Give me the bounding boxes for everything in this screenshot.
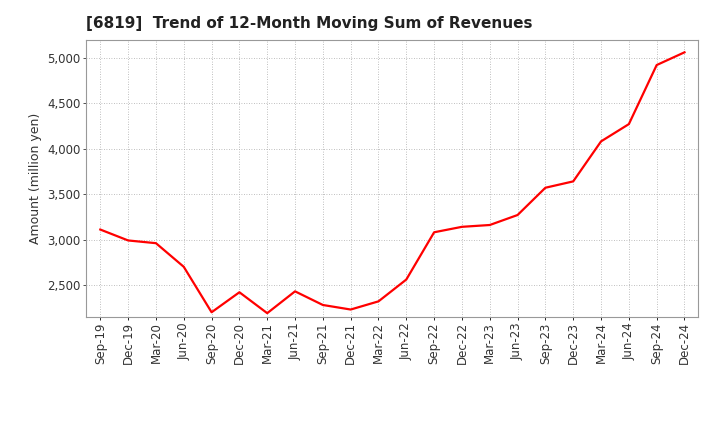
Y-axis label: Amount (million yen): Amount (million yen) — [29, 113, 42, 244]
Text: [6819]  Trend of 12-Month Moving Sum of Revenues: [6819] Trend of 12-Month Moving Sum of R… — [86, 16, 533, 32]
